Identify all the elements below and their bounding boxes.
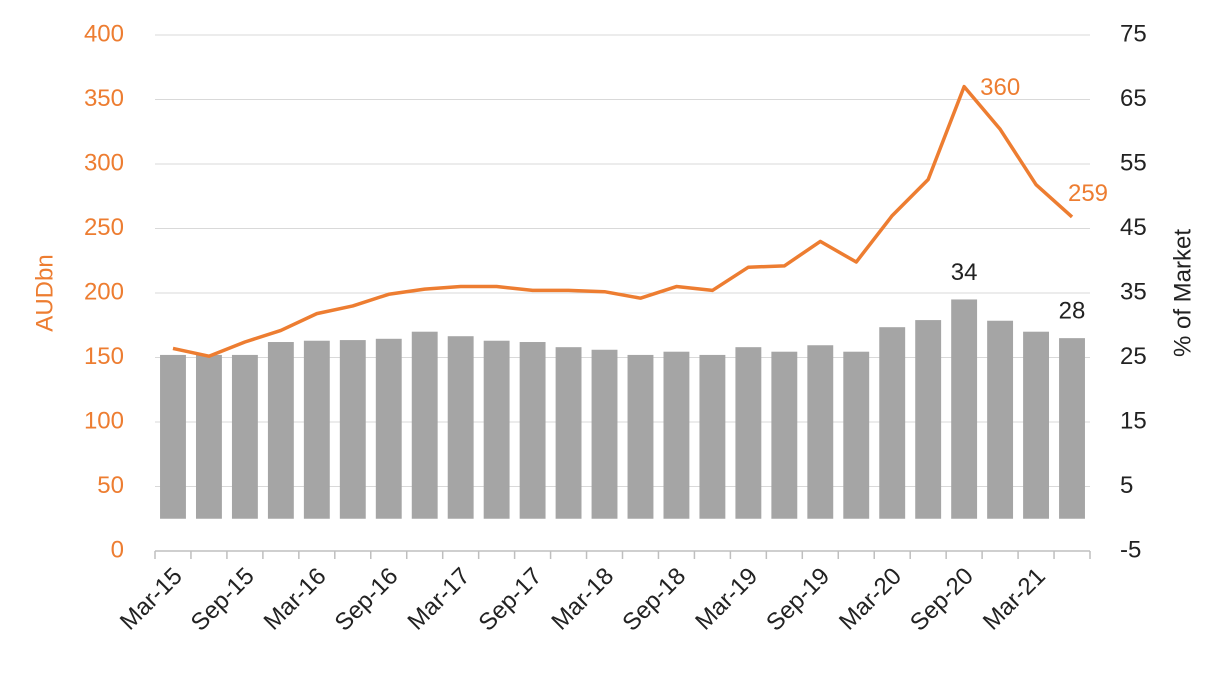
y-tick-label: 100	[84, 407, 124, 434]
y2-tick-label: 55	[1120, 149, 1147, 176]
y-tick-label: 400	[84, 20, 124, 47]
x-tick-label: Sep-19	[761, 563, 835, 637]
y-tick-label: 50	[97, 472, 124, 499]
bar	[663, 351, 690, 519]
data-label: 34	[951, 259, 978, 286]
x-tick-label: Mar-15	[115, 563, 188, 636]
x-tick-label: Mar-18	[546, 563, 619, 636]
bar	[915, 320, 942, 519]
line	[172, 84, 1074, 358]
y-tick-label: 350	[84, 85, 124, 112]
y2-tick-label: 65	[1120, 85, 1147, 112]
bar	[735, 347, 762, 519]
bar	[1023, 331, 1050, 519]
x-tick-label: Mar-19	[690, 563, 763, 636]
y2-tick-label: 25	[1120, 343, 1147, 370]
data-label: 259	[1068, 180, 1108, 207]
y2-tick-label: 15	[1120, 407, 1147, 434]
bar	[843, 351, 870, 519]
x-tick-label: Mar-16	[259, 563, 332, 636]
data-label: 28	[1059, 297, 1086, 324]
bar	[555, 347, 582, 519]
y-tick-label: 300	[84, 149, 124, 176]
bar	[771, 351, 798, 519]
y2-tick-label: 45	[1120, 214, 1147, 241]
bar	[591, 349, 618, 519]
y2-tick-label: 35	[1120, 278, 1147, 305]
y2-tick-label: -5	[1120, 536, 1141, 563]
bar	[987, 320, 1014, 519]
bar	[375, 338, 402, 519]
bar	[160, 354, 186, 519]
bar	[483, 340, 510, 519]
y-tick-label: 150	[84, 343, 124, 370]
x-tick-label: Sep-18	[617, 563, 691, 637]
bar	[195, 354, 222, 519]
bar	[411, 331, 438, 519]
y2-tick-label: 75	[1120, 20, 1147, 47]
bar	[879, 327, 906, 519]
y-axis-label: AUDbn	[31, 254, 58, 331]
x-tick-label: Mar-17	[403, 563, 476, 636]
y-tick-label: 200	[84, 278, 124, 305]
x-tick-label: Sep-20	[905, 563, 979, 637]
bar	[951, 299, 978, 519]
y2-tick-label: 5	[1120, 472, 1133, 499]
bar	[627, 354, 654, 519]
bar	[267, 342, 294, 519]
x-tick-label: Sep-15	[186, 563, 260, 637]
x-tick-label: Mar-21	[978, 563, 1051, 636]
bar	[231, 354, 258, 519]
bar	[339, 340, 366, 519]
bar	[807, 345, 834, 519]
x-tick-label: Sep-16	[330, 563, 404, 637]
x-tick-label: Sep-17	[474, 563, 548, 637]
bar	[699, 354, 726, 519]
bar	[519, 342, 546, 519]
y2-axis-label: % of Market	[1169, 229, 1196, 357]
bar	[303, 340, 330, 519]
bar	[1059, 338, 1085, 519]
bar	[447, 336, 474, 519]
x-tick-label: Mar-20	[834, 563, 907, 636]
y-tick-label: 0	[111, 536, 124, 563]
data-label: 360	[980, 74, 1020, 101]
y-tick-label: 250	[84, 214, 124, 241]
